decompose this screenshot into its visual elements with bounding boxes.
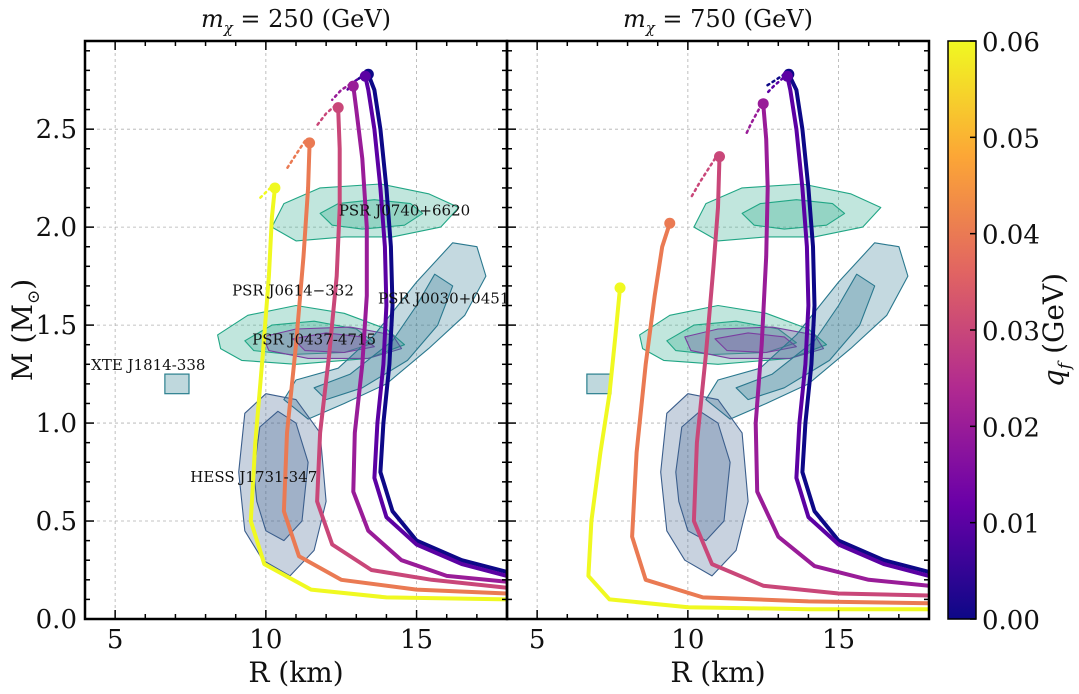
plot-area xyxy=(164,68,507,602)
panel-left: PSR J0740+6620 PSR J0614−332 PSR J0437-471… xyxy=(36,39,509,655)
mr-curve-line xyxy=(363,74,507,578)
x-tick-label: 5 xyxy=(529,625,546,655)
mr-curve-q-0.04 xyxy=(281,137,507,596)
constraint-contour xyxy=(292,332,375,354)
constraint-contour xyxy=(693,183,882,242)
panel-right-xlabel: R (km) xyxy=(670,656,765,689)
plot-area xyxy=(586,68,929,612)
mr-curve-line xyxy=(630,221,929,606)
mr-curve-q-0.03 xyxy=(689,151,929,598)
mr-curve-q-0.01 xyxy=(764,70,929,578)
x-tick-label: 10 xyxy=(249,625,282,655)
mr-curve-unstable xyxy=(330,82,352,102)
mr-curve-line xyxy=(248,185,507,602)
colorbar-label: qf (GeV) xyxy=(1037,273,1075,387)
constraint-region xyxy=(693,183,882,242)
max-mass-marker xyxy=(359,70,371,82)
colorbar-tick-label: 0.05 xyxy=(982,124,1040,154)
constraint-label: PSR J0614−332 xyxy=(232,282,354,300)
mr-curve-unstable xyxy=(764,76,785,96)
mr-curve-unstable xyxy=(285,139,307,170)
panel-left-title: mχ = 250 (GeV) xyxy=(201,5,391,37)
constraint-hess-j1731-347 xyxy=(238,393,327,577)
max-mass-marker xyxy=(269,182,281,194)
mr-curve-unstable xyxy=(745,108,760,135)
x-tick-label: 5 xyxy=(107,625,124,655)
constraint-label: PSR J0030+0451 xyxy=(378,290,509,308)
constraint-contour xyxy=(735,273,876,401)
constraint-label: XTE J1814-338 xyxy=(91,356,205,374)
mr-curve-line xyxy=(366,72,507,574)
constraint-contour xyxy=(244,320,375,356)
mr-curve-line xyxy=(281,140,507,596)
constraint-rect xyxy=(586,373,612,395)
constraint-label: PSR J0740+6620 xyxy=(339,201,470,219)
mr-curve-line xyxy=(691,154,929,598)
y-tick-label: 2.5 xyxy=(36,115,77,145)
mr-curve-q-0.03 xyxy=(315,102,507,590)
colorbar-tick-label: 0.02 xyxy=(982,413,1040,443)
mr-curve-line xyxy=(351,84,507,584)
y-axis-label: M (M⊙) xyxy=(6,279,44,381)
colorbar-tick-label: 0.03 xyxy=(982,317,1040,347)
max-mass-marker xyxy=(332,102,344,114)
constraint-region xyxy=(660,393,749,577)
x-tick-label: 10 xyxy=(671,625,704,655)
colorbar-tick-label: 0.01 xyxy=(982,510,1040,540)
colorbar-tick-label: 0.04 xyxy=(982,221,1040,251)
constraint-region xyxy=(684,326,825,359)
panel-left-xlabel: R (km) xyxy=(248,656,343,689)
constraint-contour xyxy=(714,332,797,354)
mr-curve-q-0.04 xyxy=(630,217,929,606)
colorbar-tick-label: 0.06 xyxy=(982,28,1040,58)
mr-curve-line xyxy=(785,74,929,578)
mr-curve-unstable xyxy=(764,73,786,88)
max-mass-marker xyxy=(664,217,676,229)
mr-curve-unstable xyxy=(689,157,717,199)
y-tick-label: 1.5 xyxy=(36,311,77,341)
colorbar-tick-label: 0.00 xyxy=(982,606,1040,636)
mr-curve-q-0.02 xyxy=(330,80,507,584)
panel-right: 5 10 15 xyxy=(505,39,931,655)
panel-right-title: mχ = 750 (GeV) xyxy=(623,5,813,37)
mr-curve-line xyxy=(786,72,929,574)
mr-curve-line xyxy=(586,285,929,612)
max-mass-marker xyxy=(304,137,316,149)
constraint-region xyxy=(586,373,612,395)
y-tick-label: 0.5 xyxy=(36,507,77,537)
constraint-contour xyxy=(253,410,309,542)
mr-curve-line xyxy=(753,101,929,588)
x-tick-label: 15 xyxy=(400,625,433,655)
max-mass-marker xyxy=(757,98,769,110)
x-tick-label: 15 xyxy=(822,625,855,655)
constraint-rect xyxy=(164,373,190,395)
max-mass-marker xyxy=(781,70,793,82)
constraint-contour xyxy=(675,410,731,542)
max-mass-marker xyxy=(714,151,726,163)
constraint-contour xyxy=(313,273,454,401)
constraint-label: HESS J1731-347 xyxy=(190,468,317,486)
y-tick-label: 2.0 xyxy=(36,213,77,243)
mr-curve-unstable xyxy=(315,104,337,127)
constraint-contour xyxy=(684,326,825,359)
constraint-contour xyxy=(660,393,749,577)
y-tick-label: 1.0 xyxy=(36,409,77,439)
mr-curve-line xyxy=(315,107,507,590)
mr-curve-q-0.02 xyxy=(745,98,929,588)
constraint-xte-j1814-338 xyxy=(164,373,190,395)
constraint-contour xyxy=(319,199,424,230)
mr-curve-q-0.06 xyxy=(586,282,929,612)
y-tick-label: 0.0 xyxy=(36,605,77,635)
constraint-label: PSR J0437-4715 xyxy=(252,331,376,349)
mr-curve-unstable xyxy=(257,186,272,201)
max-mass-marker xyxy=(614,282,626,294)
mr-curve-q-0.06 xyxy=(248,182,507,602)
colorbar: 0.00 0.01 0.02 0.03 0.04 0.05 0.06 xyxy=(947,28,1040,636)
max-mass-marker xyxy=(347,80,359,92)
